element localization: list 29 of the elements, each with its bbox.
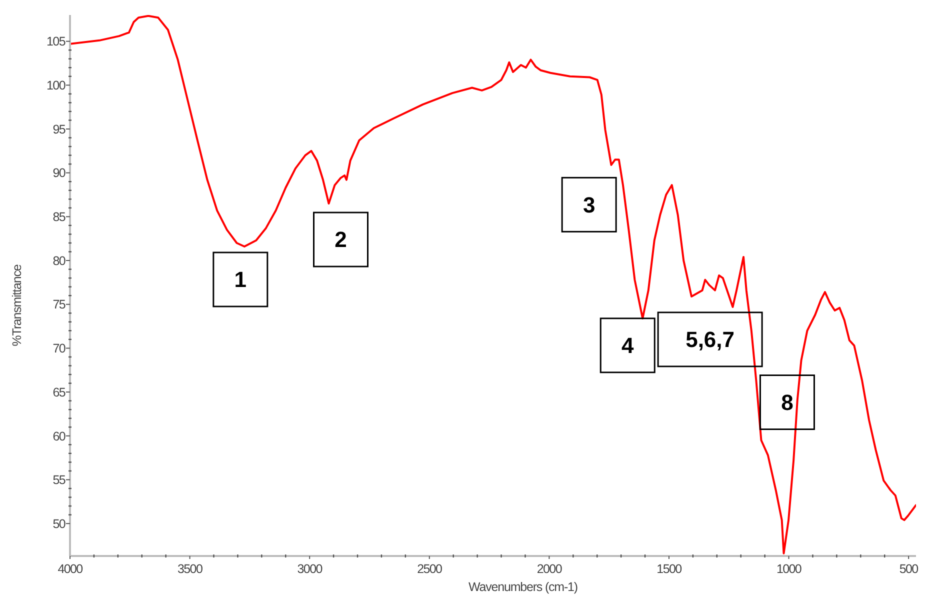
y-tick-label: 70 xyxy=(52,342,66,356)
y-tick-label: 95 xyxy=(52,122,66,136)
x-axis-title: Wavenumbers (cm-1) xyxy=(468,580,578,594)
annotation: 3 xyxy=(582,192,596,218)
y-tick-label: 80 xyxy=(52,254,66,268)
x-tick-label: 2000 xyxy=(536,562,562,576)
annotation: 1 xyxy=(234,267,247,292)
annotation: 8 xyxy=(781,390,794,415)
annotation: 4 xyxy=(622,333,634,358)
y-axis-title: %Transmittance xyxy=(10,264,24,346)
x-tick-label: 4000 xyxy=(58,562,84,576)
y-tick-label: 75 xyxy=(52,298,66,312)
y-tick-label: 105 xyxy=(46,34,66,49)
annotation: 5,6,7 xyxy=(686,327,735,352)
x-tick-label: 2500 xyxy=(417,562,443,576)
x-tick-label: 3000 xyxy=(297,562,323,576)
annotation: 2 xyxy=(334,227,347,252)
y-tick-label: 85 xyxy=(52,210,66,224)
x-tick-label: 500 xyxy=(899,562,919,576)
y-tick-label: 65 xyxy=(52,385,66,400)
y-tick-label: 50 xyxy=(52,516,66,531)
line-series xyxy=(70,15,916,554)
x-tick-label: 1000 xyxy=(776,562,802,576)
y-tick-label: 100 xyxy=(46,78,66,93)
x-tick-label: 3500 xyxy=(177,562,203,576)
y-tick-label: 60 xyxy=(52,429,66,444)
x-tick-label: 1500 xyxy=(656,562,682,576)
y-tick-label: 55 xyxy=(52,473,66,488)
y-tick-label: 90 xyxy=(52,166,66,180)
